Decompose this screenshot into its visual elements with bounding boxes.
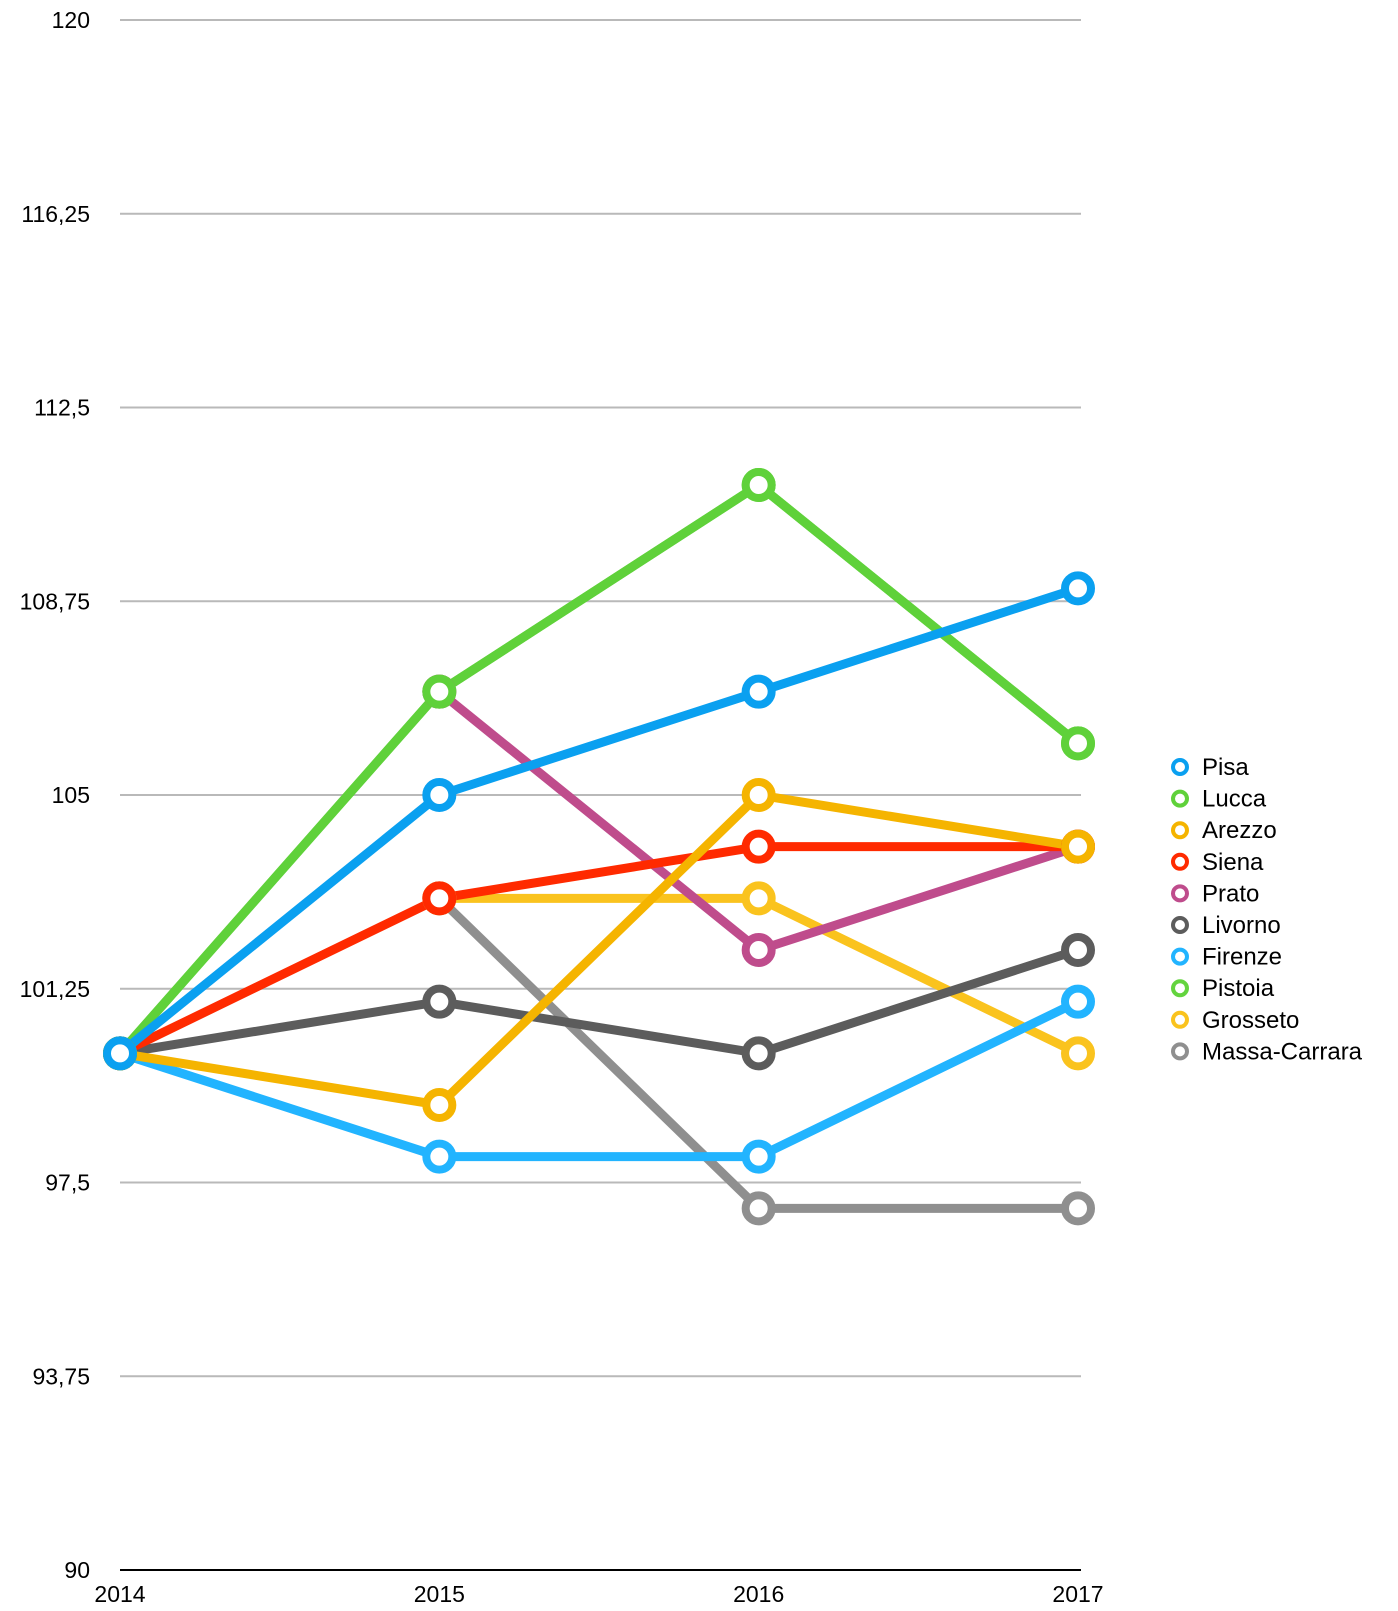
- x-tick-label: 2017: [1052, 1581, 1103, 1607]
- legend-marker: [1171, 821, 1189, 840]
- series-line-siena: [115, 842, 1083, 1058]
- y-tick-label: 112,5: [34, 395, 90, 421]
- y-tick-label: 116,25: [21, 201, 90, 227]
- data-point-massa-carrara: [1061, 1191, 1095, 1226]
- y-tick-label: 108,75: [20, 588, 90, 614]
- x-tick-label: 2016: [733, 1581, 784, 1607]
- data-point-siena: [741, 829, 776, 864]
- data-point-firenze: [422, 1139, 457, 1174]
- series-lines: [115, 480, 1083, 1213]
- legend-marker: [1171, 979, 1189, 998]
- data-point-pisa: [103, 1036, 137, 1071]
- y-tick-label: 97,5: [45, 1170, 90, 1196]
- data-point-lucca: [422, 674, 457, 709]
- series-points: [103, 468, 1095, 1226]
- data-point-massa-carrara: [741, 1191, 776, 1226]
- series-line-arezzo: [115, 790, 1083, 1110]
- legend-label: Pisa: [1202, 754, 1249, 781]
- series-line-pistoia: [115, 480, 1083, 1058]
- data-point-livorno: [1061, 933, 1095, 967]
- series-line-pisa: [115, 583, 1083, 1058]
- y-tick-label: 101,25: [20, 976, 90, 1002]
- series-line-grosseto: [434, 893, 1083, 1058]
- legend-marker: [1171, 884, 1189, 903]
- y-tick-label: 90: [64, 1557, 90, 1583]
- legend-label: Firenze: [1202, 944, 1282, 971]
- legend-marker: [1171, 947, 1189, 966]
- legend-label: Siena: [1202, 849, 1264, 876]
- y-tick-label: 105: [52, 782, 90, 808]
- legend-label: Arezzo: [1202, 817, 1277, 844]
- legend-marker: [1171, 1010, 1189, 1029]
- data-point-siena: [422, 881, 457, 916]
- legend-label: Lucca: [1202, 786, 1267, 813]
- legend: Pisa Lucca Arezzo Siena Prato Livorno Firenze P…: [1171, 754, 1363, 1065]
- x-tick-label: 2014: [94, 1581, 145, 1607]
- legend-marker: [1171, 852, 1189, 871]
- legend-label: Massa-Carrara: [1202, 1038, 1363, 1065]
- legend-marker: [1171, 758, 1189, 776]
- series-line-lucca: [115, 480, 1083, 1058]
- data-point-grosseto: [1061, 1036, 1095, 1071]
- legend-label: Grosseto: [1202, 1007, 1299, 1034]
- y-tick-label: 120: [52, 7, 90, 33]
- data-point-arezzo: [422, 1088, 457, 1122]
- series-line-livorno: [115, 945, 1083, 1058]
- data-point-lucca: [741, 468, 776, 502]
- data-point-pisa: [741, 674, 776, 709]
- legend-label: Livorno: [1202, 912, 1281, 939]
- legend-marker: [1171, 789, 1189, 808]
- x-axis-labels: 2014 2015 2016 2017: [94, 1581, 1103, 1607]
- data-point-arezzo: [1061, 829, 1095, 864]
- grid-lines: [120, 19, 1081, 1571]
- data-point-firenze: [741, 1139, 776, 1174]
- legend-label: Prato: [1202, 880, 1259, 907]
- y-tick-label: 93,75: [32, 1363, 90, 1389]
- series-line-firenze: [115, 997, 1083, 1162]
- data-point-livorno: [741, 1036, 776, 1071]
- data-point-pisa: [1061, 571, 1095, 606]
- data-point-pisa: [422, 778, 457, 812]
- legend-marker: [1171, 916, 1189, 934]
- y-axis-labels: 90 93,75 97,5 101,25 105 108,75 112,5 116,25 120: [20, 7, 90, 1583]
- data-point-prato: [741, 933, 776, 967]
- legend-label: Pistoia: [1202, 975, 1275, 1002]
- data-point-livorno: [422, 984, 457, 1019]
- data-point-arezzo: [741, 778, 776, 812]
- x-tick-label: 2015: [414, 1581, 465, 1607]
- data-point-firenze: [1061, 984, 1095, 1019]
- data-point-grosseto: [741, 881, 776, 916]
- data-point-lucca: [1061, 726, 1095, 761]
- legend-marker: [1171, 1042, 1189, 1061]
